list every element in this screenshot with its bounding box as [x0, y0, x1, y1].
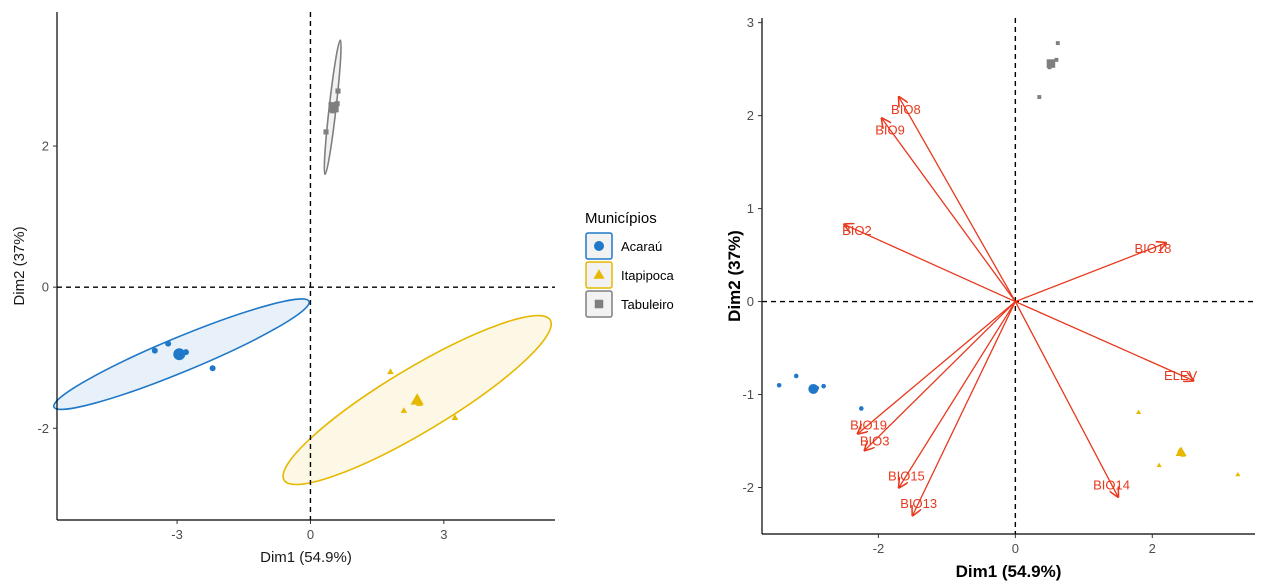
legend-label-itapipoca: Itapipoca	[621, 268, 675, 283]
individuals-plot: -3 0 3 -2 0 2 Dim1 (54.9%) Dim2 (37%)	[11, 12, 555, 566]
legend-symbol-acarau	[594, 241, 604, 251]
loading-label-bio8: BIO8	[891, 102, 921, 117]
y-axis-title: Dim2 (37%)	[725, 230, 744, 322]
legend-label-acarau: Acaraú	[621, 239, 662, 254]
legend-title: Municípios	[585, 210, 657, 227]
x-tick-label: -3	[171, 527, 183, 542]
legend-label-tabuleiro: Tabuleiro	[621, 297, 674, 312]
y-tick-label: -2	[742, 480, 754, 495]
point-tabuleiro	[1054, 57, 1059, 62]
loading-arrow-bio8	[899, 97, 1016, 302]
point-itapipoca	[387, 368, 394, 375]
biplot: -2 0 2 -2 -1 0 1 2 3 Dim1 (54.9%) Dim2 (37%) BIO8 BI…	[725, 15, 1255, 581]
x-tick-label: 3	[440, 527, 447, 542]
point-acarau	[821, 383, 826, 389]
loading-arrow-bio14	[1014, 301, 1118, 497]
centroid-tabuleiro	[328, 102, 339, 113]
centroid-acarau	[173, 348, 186, 361]
loading-arrow-elev	[1015, 300, 1193, 381]
x-tick-label: 0	[307, 527, 314, 542]
y-tick-label: 0	[42, 280, 49, 295]
y-tick-label: -1	[742, 387, 754, 402]
legend-symbol-itapipoca	[593, 269, 605, 279]
loading-label-bio3: BIO3	[860, 433, 890, 448]
loading-label-elev: ELEV	[1164, 368, 1198, 383]
loading-label-bio18: BIO18	[1135, 241, 1172, 256]
point-itapipoca	[400, 407, 408, 413]
loading-label-bio13: BIO13	[900, 496, 937, 511]
y-tick-label: -2	[37, 421, 49, 436]
point-itapipoca	[1235, 471, 1241, 477]
loading-arrow-bio18	[1015, 243, 1166, 303]
loading-arrow-bio3	[865, 301, 1016, 451]
x-tick-label: 0	[1012, 541, 1019, 556]
point-acarau	[209, 365, 216, 372]
x-tick-label: 2	[1149, 541, 1156, 556]
point-tabuleiro	[323, 129, 329, 135]
loading-arrow-bio2	[844, 224, 1016, 303]
centroid-itapipoca	[1175, 446, 1187, 456]
loading-label-bio9: BIO9	[875, 123, 905, 138]
legend-symbol-tabuleiro	[594, 299, 604, 309]
point-acarau	[793, 373, 799, 379]
loading-label-bio15: BIO15	[888, 469, 925, 484]
loading-label-bio2: BIO2	[842, 223, 872, 238]
point-acarau	[151, 347, 158, 354]
centroid-acarau	[808, 383, 819, 394]
y-tick-label: 3	[747, 15, 754, 30]
loading-arrow-bio9	[882, 118, 1016, 302]
centroid-itapipoca	[410, 393, 424, 405]
point-tabuleiro	[1055, 41, 1060, 46]
point-acarau	[165, 340, 172, 347]
centroid-tabuleiro	[1046, 59, 1056, 68]
x-axis-title: Dim1 (54.9%)	[956, 562, 1062, 581]
x-axis-title: Dim1 (54.9%)	[260, 549, 352, 566]
y-tick-label: 2	[42, 139, 49, 154]
point-itapipoca	[1136, 409, 1142, 414]
point-acarau	[858, 406, 864, 411]
loading-arrow-bio15	[899, 301, 1016, 488]
loading-label-bio19: BIO19	[850, 418, 887, 433]
y-tick-label: 2	[747, 108, 754, 123]
point-acarau	[776, 382, 782, 388]
y-axis-title: Dim2 (37%)	[11, 226, 28, 305]
x-tick-label: -2	[873, 541, 885, 556]
point-tabuleiro	[335, 88, 341, 94]
loading-arrow-bio13	[913, 301, 1016, 516]
point-itapipoca	[451, 414, 459, 420]
point-tabuleiro	[1037, 95, 1042, 99]
point-itapipoca	[1156, 462, 1162, 467]
loading-label-bio14: BIO14	[1093, 477, 1130, 492]
loading-arrow-bio19	[858, 301, 1016, 434]
legend: Municípios Acaraú Itapipoca Tabuleiro	[585, 210, 675, 318]
y-tick-label: 0	[747, 294, 754, 309]
y-tick-label: 1	[747, 201, 754, 216]
